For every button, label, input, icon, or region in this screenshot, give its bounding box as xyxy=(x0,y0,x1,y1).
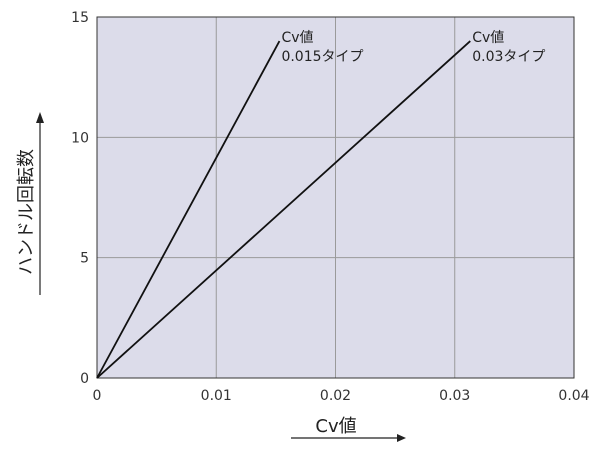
x-axis-title-arrowhead xyxy=(397,434,406,442)
series-line-1 xyxy=(96,40,281,379)
series-line-2 xyxy=(96,40,471,379)
y-tick-label: 10 xyxy=(71,130,89,146)
annotation-label-1: 0.015タイプ xyxy=(281,49,363,65)
y-axis-title: ハンドル回転数 xyxy=(16,149,37,275)
y-tick-label: 15 xyxy=(71,10,89,26)
x-axis-title: Cv値 xyxy=(315,416,356,437)
x-tick-label: 0.04 xyxy=(558,388,589,404)
x-tick-label: 0 xyxy=(93,388,102,404)
annotations: Cv値 0.015タイプ Cv値 0.03タイプ xyxy=(281,30,545,65)
series-lines xyxy=(96,40,471,379)
y-axis-title-arrowhead xyxy=(36,112,44,123)
y-tick-label: 0 xyxy=(80,371,89,387)
x-tick-label: 0.01 xyxy=(201,388,232,404)
x-tick-label: 0.02 xyxy=(320,388,351,404)
annotation-label-2: Cv値 xyxy=(472,30,504,46)
annotation-label-2: 0.03タイプ xyxy=(472,49,545,65)
annotation-label-1: Cv値 xyxy=(281,30,313,46)
x-tick-label: 0.03 xyxy=(439,388,470,404)
y-tick-label: 5 xyxy=(80,251,89,267)
x-axis-ticks: 0 0.01 0.02 0.03 0.04 xyxy=(93,388,590,404)
plot-border xyxy=(96,16,575,379)
grid-lines xyxy=(97,17,574,378)
y-axis-ticks: 0 5 10 15 xyxy=(71,10,89,387)
